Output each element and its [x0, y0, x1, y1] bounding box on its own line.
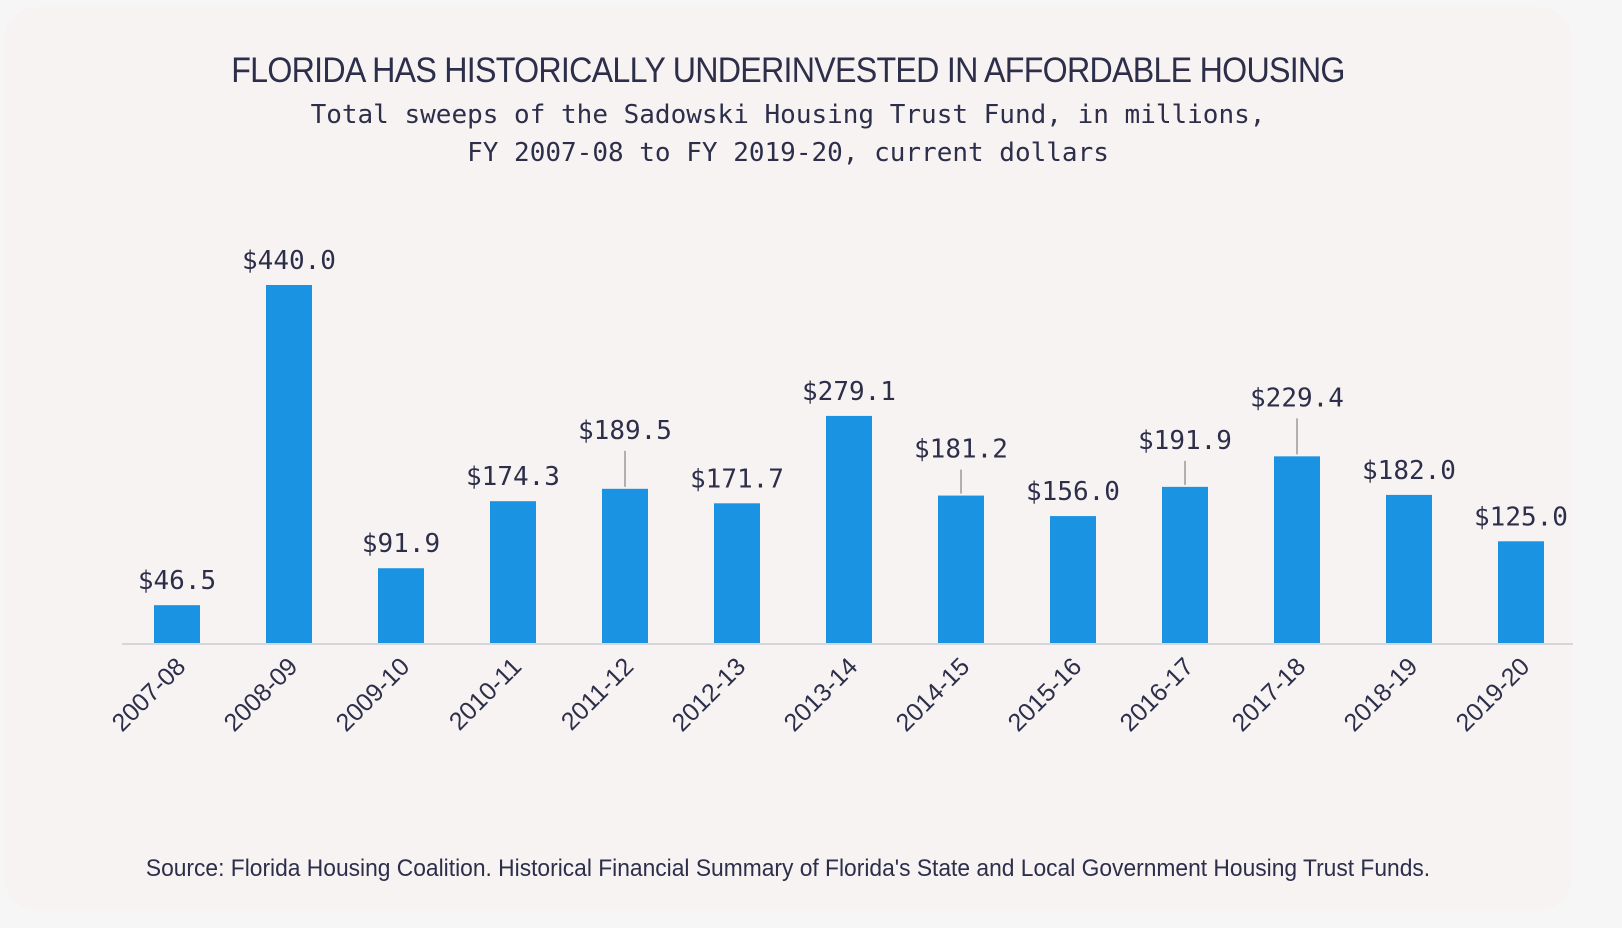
data-label-2010-11: $174.3 [466, 462, 560, 492]
data-label-2012-13: $171.7 [690, 464, 784, 494]
data-label-2019-20: $125.0 [1474, 502, 1568, 532]
bar-2015-16 [1050, 516, 1096, 643]
x-tick-label-2008-09: 2008-09 [219, 652, 304, 737]
bar-2010-11 [490, 501, 536, 643]
x-tick-label-2011-12: 2011-12 [556, 652, 639, 735]
bar-2017-18 [1274, 456, 1320, 643]
x-tick-label-2009-10: 2009-10 [331, 652, 416, 737]
data-label-2009-10: $91.9 [362, 529, 440, 559]
chart-source: Source: Florida Housing Coalition. Histo… [145, 855, 1431, 882]
chart-subtitle-line-2: FY 2007-08 to FY 2019-20, current dollar… [467, 138, 1109, 168]
x-tick-label-2013-14: 2013-14 [779, 652, 864, 737]
x-tick-label-2010-11: 2010-11 [444, 652, 527, 735]
data-label-2016-17: $191.9 [1138, 426, 1232, 456]
data-label-2007-08: $46.5 [138, 566, 216, 596]
data-label-2008-09: $440.0 [242, 246, 336, 276]
chart-subtitle-line-1: Total sweeps of the Sadowski Housing Tru… [310, 100, 1266, 130]
data-label-2017-18: $229.4 [1250, 383, 1344, 413]
x-tick-label-2015-16: 2015-16 [1003, 652, 1088, 737]
data-label-2018-19: $182.0 [1362, 456, 1456, 486]
data-label-2015-16: $156.0 [1026, 477, 1120, 507]
x-tick-label-2019-20: 2019-20 [1451, 652, 1536, 737]
data-label-2011-12: $189.5 [578, 416, 672, 446]
bar-2016-17 [1162, 486, 1208, 643]
bar-2018-19 [1386, 494, 1432, 643]
bar-2009-10 [378, 568, 424, 643]
x-tick-label-2017-18: 2017-18 [1227, 652, 1312, 737]
bar-2014-15 [938, 495, 984, 643]
data-label-2014-15: $181.2 [914, 435, 1008, 465]
x-tick-label-2007-08: 2007-08 [107, 652, 192, 737]
bar-2007-08 [154, 605, 200, 643]
data-label-2013-14: $279.1 [802, 377, 896, 407]
x-tick-label-2012-13: 2012-13 [667, 652, 752, 737]
bar-2011-12 [602, 488, 648, 643]
chart-title: FLORIDA HAS HISTORICALLY UNDERINVESTED I… [231, 51, 1345, 90]
x-tick-label-2014-15: 2014-15 [891, 652, 976, 737]
x-tick-label-2016-17: 2016-17 [1115, 652, 1200, 737]
bar-2019-20 [1498, 541, 1544, 643]
x-tick-label-2018-19: 2018-19 [1339, 652, 1424, 737]
bar-2008-09 [266, 285, 312, 643]
bar-2012-13 [714, 503, 760, 643]
bar-2013-14 [826, 415, 872, 643]
